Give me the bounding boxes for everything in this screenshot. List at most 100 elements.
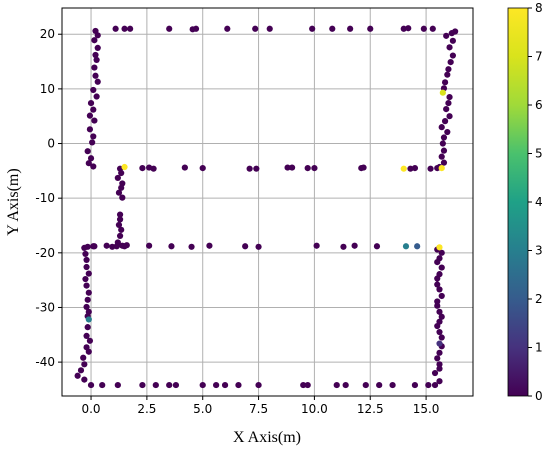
scatter-point xyxy=(221,381,229,389)
scatter-point xyxy=(436,349,443,356)
scatter-point xyxy=(85,316,92,323)
scatter-point xyxy=(115,189,123,196)
scatter-point xyxy=(255,243,262,250)
scatter-point xyxy=(119,194,126,201)
scatter-point xyxy=(436,244,443,251)
scatter-point xyxy=(444,128,451,136)
scatter-point xyxy=(85,348,92,355)
scatter-point xyxy=(99,381,106,389)
scatter-point xyxy=(89,139,96,146)
scatter-point xyxy=(86,112,94,119)
scatter-point xyxy=(340,243,347,250)
grid-lines xyxy=(62,8,473,396)
scatter-point xyxy=(94,32,101,39)
scatter-point xyxy=(87,381,95,389)
colorbar xyxy=(507,7,529,397)
scatter-point xyxy=(116,216,124,223)
scatter-point xyxy=(166,25,173,32)
scatter-point xyxy=(439,89,446,96)
colorbar-tick-label: 1 xyxy=(535,341,543,355)
scatter-point xyxy=(116,232,124,239)
scatter-point xyxy=(91,243,98,250)
scatter-point xyxy=(81,376,88,383)
scatter-point xyxy=(118,169,125,177)
scatter-point xyxy=(351,242,358,249)
scatter-point xyxy=(445,99,452,107)
scatter-point xyxy=(311,165,318,172)
scatter-point xyxy=(83,263,90,271)
scatter-point xyxy=(206,242,213,249)
scatter-point xyxy=(373,243,381,250)
plot-frame xyxy=(61,7,474,397)
scatter-point xyxy=(376,381,383,389)
scatter-point xyxy=(438,264,445,271)
scatter-point xyxy=(362,381,369,389)
scatter-point xyxy=(87,99,95,107)
x-tick-label: 10.0 xyxy=(301,402,328,416)
scatter-point xyxy=(436,378,443,385)
scatter-point xyxy=(438,249,445,256)
x-tick-label: 0.0 xyxy=(81,402,100,416)
scatter-point xyxy=(224,25,231,32)
scatter-point xyxy=(434,355,441,362)
scatter-point xyxy=(436,365,443,372)
scatter-point xyxy=(91,117,98,124)
scatter-point xyxy=(439,140,446,147)
colorbar-tick-label: 7 xyxy=(535,50,543,64)
scatter-point xyxy=(405,25,412,32)
scatter-point xyxy=(84,296,91,303)
y-tick-label: -20 xyxy=(35,246,55,260)
scatter-point xyxy=(436,308,443,315)
scatter-point xyxy=(333,381,340,389)
scatter-point xyxy=(438,124,445,131)
scatter-point xyxy=(446,44,453,51)
scatter-point xyxy=(242,243,249,250)
scatter-point xyxy=(434,165,441,172)
colorbar-tick-label: 5 xyxy=(535,147,543,161)
scatter-point xyxy=(93,93,100,100)
x-tick-label: 12.5 xyxy=(357,402,384,416)
scatter-point xyxy=(139,381,146,389)
scatter-point xyxy=(92,51,99,59)
scatter-point xyxy=(83,332,90,339)
scatter-point xyxy=(112,25,119,32)
scatter-point xyxy=(150,165,157,172)
scatter-point xyxy=(446,93,453,101)
scatter-point xyxy=(83,256,90,264)
scatter-point xyxy=(213,381,220,389)
scatter-point xyxy=(235,381,242,389)
scatter-point xyxy=(445,66,452,73)
scatter-point xyxy=(411,381,419,389)
scatter-point xyxy=(152,381,159,389)
scatter-point xyxy=(114,174,121,182)
scatter-point xyxy=(438,165,445,172)
colorbar-tick-label: 4 xyxy=(535,195,543,209)
scatter-point xyxy=(448,30,455,37)
scatter-point xyxy=(441,118,449,125)
scatter-point xyxy=(91,37,98,44)
scatter-point xyxy=(449,37,456,44)
scatter-point xyxy=(90,133,97,140)
scatter-point xyxy=(438,153,445,160)
x-tick-label: 15.0 xyxy=(413,402,440,416)
scatter-point xyxy=(115,221,123,229)
scatter-point xyxy=(313,242,320,249)
x-ticks: 0.0 2.5 5.0 7.5 10.0 12.5 15.0 xyxy=(81,396,439,416)
scatter-point xyxy=(367,25,374,32)
scatter-point xyxy=(438,313,445,320)
scatter-point xyxy=(139,165,146,172)
scatter-point xyxy=(84,324,91,331)
scatter-point xyxy=(420,25,427,32)
scatter-point xyxy=(87,155,95,162)
colorbar-tick-label: 8 xyxy=(535,1,543,15)
scatter-point xyxy=(255,381,262,389)
scatter-point xyxy=(438,334,445,341)
scatter-point xyxy=(347,25,354,32)
y-tick-label: -40 xyxy=(35,355,55,369)
scatter-point xyxy=(434,259,441,266)
scatter-point xyxy=(82,275,89,283)
scatter-point xyxy=(447,59,454,66)
scatter-point xyxy=(252,25,259,32)
scatter-point xyxy=(81,361,88,368)
